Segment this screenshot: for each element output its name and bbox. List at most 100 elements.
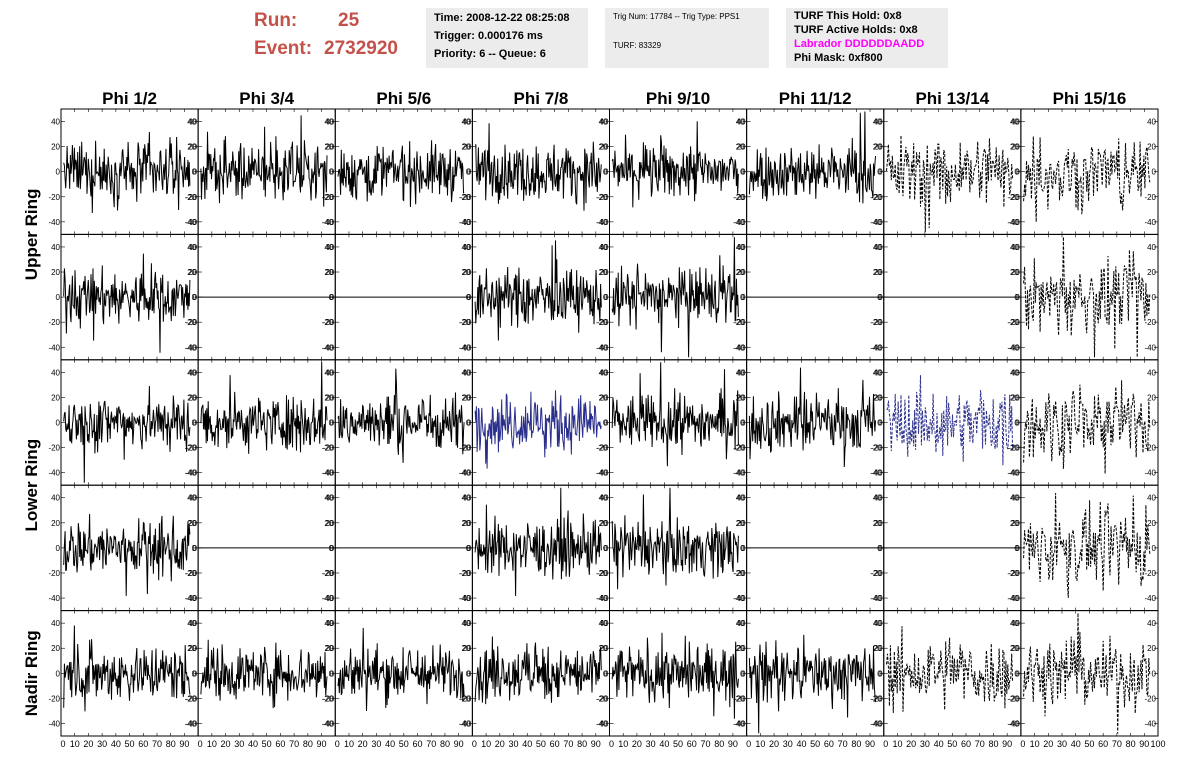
y-tick-label: 40 xyxy=(461,118,470,127)
y-tick-label: 40 xyxy=(325,243,334,252)
waveform-line xyxy=(886,135,1014,232)
y-tick-label: 0 xyxy=(741,168,746,177)
y-tick-label: 20 xyxy=(187,519,196,528)
x-tick-label: 80 xyxy=(988,739,998,749)
y-tick-label: 0 xyxy=(193,669,198,678)
waveform-line xyxy=(63,625,191,712)
y-tick-label: 0 xyxy=(467,419,472,428)
waveform-line xyxy=(200,115,328,207)
y-tick-label: 20 xyxy=(461,143,470,152)
y-tick-label: 0 xyxy=(466,419,471,428)
x-tick-label: 90 xyxy=(728,739,738,749)
x-tick-label: 20 xyxy=(358,739,368,749)
waveform-line xyxy=(337,140,465,208)
column-header: Phi 3/4 xyxy=(239,89,294,108)
x-tick-label: 60 xyxy=(1098,739,1108,749)
y-tick-label: 20 xyxy=(1147,519,1156,528)
x-tick-label: 60 xyxy=(138,739,148,749)
x-tick-label: 60 xyxy=(413,739,423,749)
y-tick-label: -40 xyxy=(871,719,883,728)
x-tick-label: 50 xyxy=(125,739,135,749)
x-tick-label: 10 xyxy=(755,739,765,749)
x-tick-label: 80 xyxy=(440,739,450,749)
y-tick-label: 20 xyxy=(462,268,471,277)
y-tick-label: 40 xyxy=(187,368,196,377)
waveform-line xyxy=(748,367,876,468)
y-tick-label: -20 xyxy=(870,444,882,453)
x-tick-label: 80 xyxy=(166,739,176,749)
y-tick-label: 20 xyxy=(324,519,333,528)
y-tick-label: 40 xyxy=(462,118,471,127)
y-tick-label: 0 xyxy=(878,168,883,177)
y-tick-label: -40 xyxy=(734,594,746,603)
y-tick-label: -20 xyxy=(733,694,745,703)
y-tick-label: 40 xyxy=(1147,494,1156,503)
y-tick-label: 20 xyxy=(51,268,60,277)
waveform-line xyxy=(63,253,191,353)
y-tick-label: -20 xyxy=(185,193,197,202)
x-tick-label: 20 xyxy=(769,739,779,749)
y-tick-label: 20 xyxy=(461,519,470,528)
y-tick-label: -20 xyxy=(1144,694,1156,703)
y-tick-label: 0 xyxy=(193,544,198,553)
y-tick-label: 0 xyxy=(467,168,472,177)
y-tick-label: 20 xyxy=(188,519,197,528)
y-tick-label: -20 xyxy=(734,444,746,453)
y-tick-label: 0 xyxy=(741,293,746,302)
y-tick-label: -40 xyxy=(460,469,472,478)
y-tick-label: 40 xyxy=(1010,494,1019,503)
y-tick-label: -20 xyxy=(1007,694,1019,703)
waveform-line xyxy=(886,626,1014,713)
y-tick-label: 0 xyxy=(741,419,746,428)
y-tick-label: 0 xyxy=(877,419,882,428)
y-tick-label: -40 xyxy=(733,469,745,478)
y-tick-label: -20 xyxy=(323,193,335,202)
y-tick-label: -20 xyxy=(1007,569,1019,578)
y-tick-label: -20 xyxy=(733,569,745,578)
y-tick-label: 20 xyxy=(600,268,609,277)
y-tick-label: 40 xyxy=(187,494,196,503)
y-tick-label: -20 xyxy=(597,569,609,578)
y-tick-label: -20 xyxy=(1008,694,1020,703)
column-header: Phi 11/12 xyxy=(779,89,852,108)
y-tick-label: -20 xyxy=(871,444,883,453)
x-tick-label: 90 xyxy=(317,739,327,749)
x-tick-label: 60 xyxy=(275,739,285,749)
y-tick-label: -20 xyxy=(1144,193,1156,202)
y-tick-label: 40 xyxy=(874,368,883,377)
y-tick-label: -20 xyxy=(870,193,882,202)
waveform-line xyxy=(611,487,739,590)
y-tick-label: -20 xyxy=(48,569,60,578)
waveform-line xyxy=(474,240,602,341)
y-tick-label: 0 xyxy=(603,544,608,553)
y-tick-label: 40 xyxy=(737,494,746,503)
y-tick-label: -40 xyxy=(323,343,335,352)
turf-this-hold-text: TURF This Hold: 0x8 xyxy=(794,10,902,22)
turf-active-holds-text: TURF Active Holds: 0x8 xyxy=(794,24,918,36)
x-tick-label: 30 xyxy=(920,739,930,749)
waveform-line xyxy=(337,627,465,712)
x-tick-label: 10 xyxy=(892,739,902,749)
y-tick-label: 0 xyxy=(604,293,609,302)
y-tick-label: 20 xyxy=(736,268,745,277)
y-tick-label: 40 xyxy=(874,494,883,503)
y-tick-label: -40 xyxy=(871,218,883,227)
y-tick-label: 0 xyxy=(467,544,472,553)
y-tick-label: -40 xyxy=(323,469,335,478)
y-tick-label: -20 xyxy=(48,318,60,327)
x-tick-label: 0 xyxy=(1020,739,1025,749)
time-info-box: Time: 2008-12-22 08:25:08 Trigger: 0.000… xyxy=(426,8,588,68)
y-tick-label: 40 xyxy=(461,368,470,377)
x-tick-label: 40 xyxy=(522,739,532,749)
y-tick-label: 40 xyxy=(1011,118,1020,127)
x-tick-label: 70 xyxy=(289,739,299,749)
y-tick-label: 40 xyxy=(1011,243,1020,252)
y-tick-label: 20 xyxy=(1147,143,1156,152)
y-tick-label: -40 xyxy=(322,469,334,478)
y-tick-label: 0 xyxy=(603,168,608,177)
y-tick-label: -20 xyxy=(733,318,745,327)
y-tick-label: -40 xyxy=(596,719,608,728)
x-tick-label: 0 xyxy=(883,739,888,749)
y-tick-label: 40 xyxy=(187,118,196,127)
panel-frame xyxy=(471,108,610,235)
